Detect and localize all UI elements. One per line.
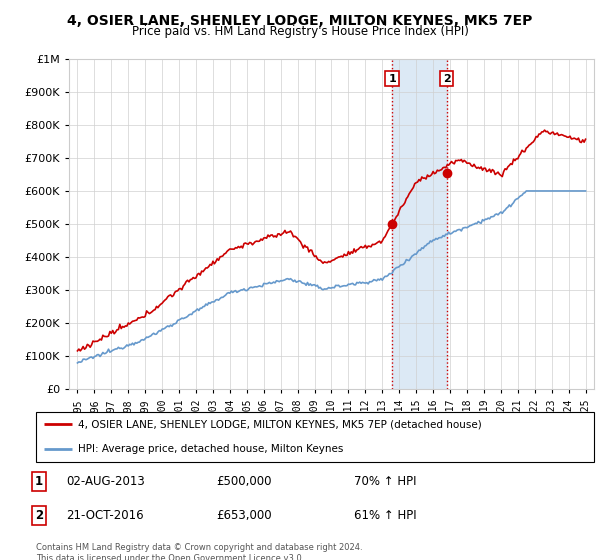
Text: 2: 2 — [35, 508, 43, 522]
Bar — [392, 59, 446, 389]
Text: 4, OSIER LANE, SHENLEY LODGE, MILTON KEYNES, MK5 7EP (detached house): 4, OSIER LANE, SHENLEY LODGE, MILTON KEY… — [78, 419, 482, 429]
Text: 1: 1 — [35, 475, 43, 488]
FancyBboxPatch shape — [36, 412, 594, 462]
Text: 4, OSIER LANE, SHENLEY LODGE, MILTON KEYNES, MK5 7EP: 4, OSIER LANE, SHENLEY LODGE, MILTON KEY… — [67, 14, 533, 28]
Text: £500,000: £500,000 — [216, 475, 271, 488]
Text: 2: 2 — [443, 73, 451, 83]
Text: 61% ↑ HPI: 61% ↑ HPI — [354, 508, 416, 522]
Text: HPI: Average price, detached house, Milton Keynes: HPI: Average price, detached house, Milt… — [78, 445, 343, 454]
Text: 21-OCT-2016: 21-OCT-2016 — [66, 508, 143, 522]
Text: £653,000: £653,000 — [216, 508, 272, 522]
Text: 1: 1 — [388, 73, 396, 83]
Text: 70% ↑ HPI: 70% ↑ HPI — [354, 475, 416, 488]
Text: Price paid vs. HM Land Registry's House Price Index (HPI): Price paid vs. HM Land Registry's House … — [131, 25, 469, 38]
Text: Contains HM Land Registry data © Crown copyright and database right 2024.
This d: Contains HM Land Registry data © Crown c… — [36, 543, 362, 560]
Text: 02-AUG-2013: 02-AUG-2013 — [66, 475, 145, 488]
